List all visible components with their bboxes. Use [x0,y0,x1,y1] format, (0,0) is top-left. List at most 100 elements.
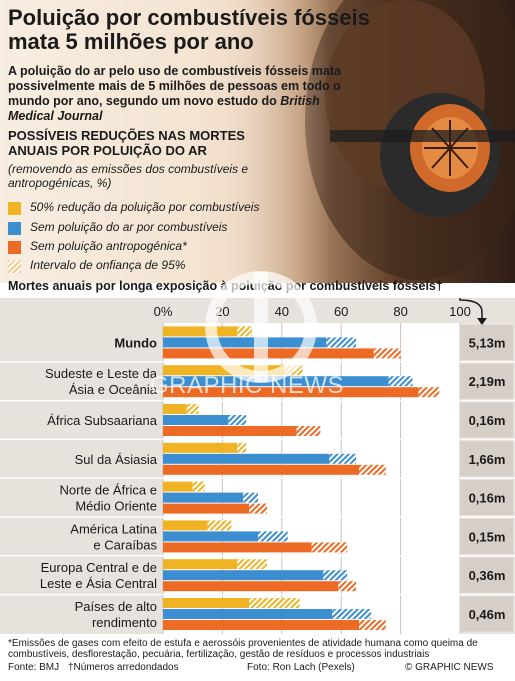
category-label: Mundo [114,335,157,350]
bar [163,337,327,348]
x-tick-label: 0% [154,304,173,319]
deaths-cell [461,363,513,399]
category-label: Ásia e Oceânia [69,382,158,397]
bar-confidence-interval [326,337,357,348]
bar-confidence-interval [249,598,300,608]
chart-title-arrow [459,298,483,321]
deaths-value: 0,16m [469,491,506,506]
category-label: Leste e Ásia Central [40,576,157,591]
category-label: América Latina [70,521,157,536]
deaths-value: 0,15m [469,529,506,544]
deaths-cell [461,441,513,477]
subtitle: A poluição do ar pelo uso de combustívei… [8,64,341,123]
deaths-value: 2,19m [469,374,506,389]
bar-confidence-interval [359,464,386,475]
footnote: *Emissões de gases com efeito de estufa … [8,638,478,660]
x-tick-label: 100 [449,304,471,319]
bar [163,531,259,542]
bar [163,404,187,414]
bar [163,453,330,464]
bar [163,542,312,553]
bar [163,503,250,514]
bar [163,492,244,503]
bar [163,442,238,453]
deaths-cell [461,325,513,360]
category-label: Europa Central e de [41,560,157,575]
bar [163,559,238,570]
bar-confidence-interval [388,376,413,387]
bar-confidence-interval [258,531,288,542]
bar [163,464,360,475]
deaths-cell [461,557,513,593]
category-label: África Subsaariana [47,413,158,428]
category-label: Países de alto [75,599,157,614]
bar [163,348,374,359]
legend-swatch-hatched [8,260,21,273]
source: Fonte: BMJ [8,662,60,673]
deaths-value: 0,16m [469,413,506,428]
section-note: (removendo as emissões dos combustíveis … [8,162,249,190]
bar [163,598,250,608]
bar-confidence-interval [207,520,232,531]
chart-title-arrow-head [477,318,487,325]
bar-confidence-interval [237,559,267,570]
bar-confidence-interval [311,542,348,553]
bar [163,570,324,581]
photo-credit: Foto: Ron Lach (Pexels) [247,662,355,673]
x-tick-label: 40 [275,304,289,319]
bar [163,426,297,436]
bar-confidence-interval [237,442,247,453]
category-label: Sul da Ásiasia [75,452,158,467]
category-label: rendimento [92,615,157,630]
gas-mask-photo [305,0,515,280]
copyright: © GRAPHIC NEWS [405,662,494,673]
deaths-cell [461,402,513,438]
legend-label: 50% redução da poluição por combustíveis [30,200,260,214]
deaths-value: 1,66m [469,452,506,467]
chart-area: 0% 20 40 60 80 100 5,13m Mundo 2,19m Sudeste e Le… [0,298,515,634]
deaths-cell [461,519,513,554]
bar-confidence-interval [243,492,259,503]
bar-confidence-interval [296,426,321,436]
x-tick-label: 80 [393,304,407,319]
bar [163,620,360,630]
journal-name: British Medical Journal [8,94,320,123]
x-tick-label: 60 [334,304,348,319]
bar [163,581,339,592]
bar-chart: 0% 20 40 60 80 100 5,13m Mundo 2,19m Sudeste e Le… [0,298,515,634]
bar-confidence-interval [228,415,247,425]
deaths-value: 0,36m [469,568,506,583]
bar-confidence-interval [373,348,401,359]
bar [163,609,333,619]
chart-title: Mortes anuais por longa exposição à polu… [8,279,443,293]
bar-confidence-interval [329,453,357,464]
section-title: POSSÍVEIS REDUÇÕES NAS MORTES ANUAIS POR… [8,128,245,158]
deaths-cell [461,480,513,515]
deaths-value: 0,46m [469,607,506,622]
bar-confidence-interval [237,326,253,337]
x-tick-label: 20 [215,304,229,319]
rounded-note: †Números arredondados [68,662,179,673]
category-label: e Caraíbas [93,537,157,552]
hero-photo [0,0,515,283]
category-label: Norte de África e [59,483,157,498]
bar-confidence-interval [332,609,371,619]
legend-label: Sem poluição antropogénica* [30,239,187,253]
bar [163,415,229,425]
bar-confidence-interval [192,481,205,492]
legend-label: Intervalo de onfiança de 95% [30,258,186,272]
legend-swatch [8,222,21,235]
bar [163,387,419,398]
bar-confidence-interval [323,570,348,581]
bar-confidence-interval [359,620,386,630]
category-label: Sudeste e Leste da [45,366,158,381]
bar [163,520,208,531]
watermark-text: GRAPHIC NEWS [150,372,345,399]
bar-confidence-interval [186,404,199,414]
bar-confidence-interval [249,503,267,514]
category-label: Médio Oriente [75,499,157,514]
bar-confidence-interval [418,387,440,398]
bar [163,481,193,492]
bar [163,326,238,337]
